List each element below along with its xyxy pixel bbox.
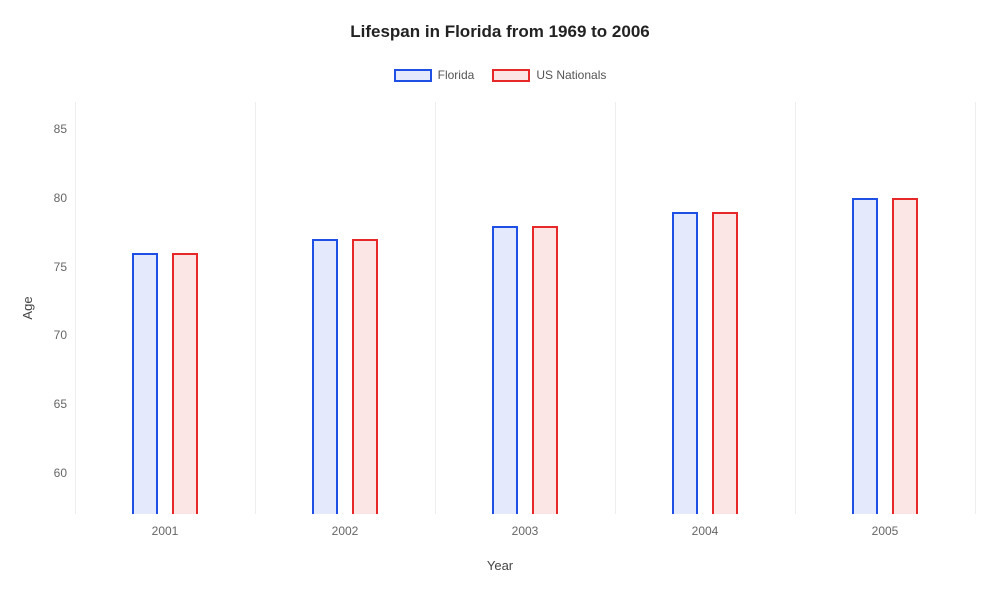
chart-title: Lifespan in Florida from 1969 to 2006 bbox=[0, 22, 1000, 42]
bar bbox=[852, 198, 878, 514]
legend-label: Florida bbox=[438, 68, 475, 82]
grid-line bbox=[255, 102, 256, 514]
y-tick-label: 85 bbox=[54, 122, 75, 136]
bar bbox=[492, 226, 518, 514]
bar bbox=[892, 198, 918, 514]
bar bbox=[312, 239, 338, 514]
grid-line bbox=[975, 102, 976, 514]
legend-item: Florida bbox=[394, 68, 475, 82]
legend-swatch bbox=[492, 69, 530, 82]
y-tick-label: 65 bbox=[54, 397, 75, 411]
grid-line bbox=[795, 102, 796, 514]
legend-swatch bbox=[394, 69, 432, 82]
x-tick-label: 2005 bbox=[872, 514, 899, 538]
legend-item: US Nationals bbox=[492, 68, 606, 82]
bar bbox=[352, 239, 378, 514]
grid-line bbox=[615, 102, 616, 514]
x-tick-label: 2002 bbox=[332, 514, 359, 538]
legend: Florida US Nationals bbox=[0, 68, 1000, 82]
bar bbox=[712, 212, 738, 514]
bar bbox=[132, 253, 158, 514]
x-tick-label: 2001 bbox=[152, 514, 179, 538]
chart-container: Lifespan in Florida from 1969 to 2006 Fl… bbox=[0, 0, 1000, 600]
bar bbox=[672, 212, 698, 514]
x-tick-label: 2004 bbox=[692, 514, 719, 538]
y-tick-label: 75 bbox=[54, 260, 75, 274]
x-axis-label: Year bbox=[0, 558, 1000, 573]
grid-line bbox=[435, 102, 436, 514]
y-tick-label: 70 bbox=[54, 328, 75, 342]
x-tick-label: 2003 bbox=[512, 514, 539, 538]
y-tick-label: 80 bbox=[54, 191, 75, 205]
bar bbox=[172, 253, 198, 514]
grid-line bbox=[75, 102, 76, 514]
y-tick-label: 60 bbox=[54, 466, 75, 480]
bar bbox=[532, 226, 558, 514]
legend-label: US Nationals bbox=[536, 68, 606, 82]
plot-area: 60657075808520012002200320042005 bbox=[75, 102, 975, 514]
y-axis-label: Age bbox=[20, 296, 35, 319]
